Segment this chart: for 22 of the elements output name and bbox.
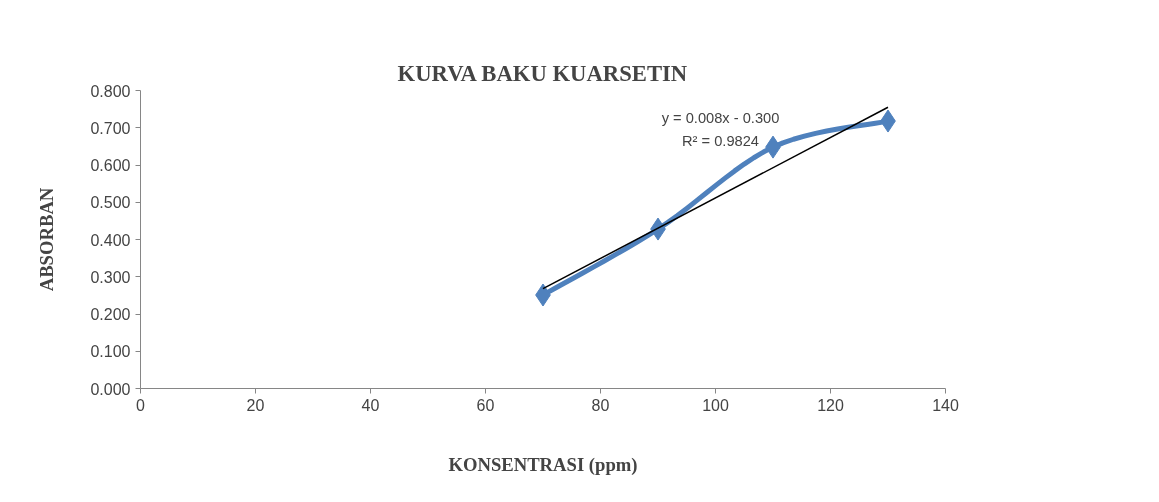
y-axis-title: ABSORBAN [36,187,58,292]
x-tick-label: 0 [136,396,146,414]
x-tick-label: 80 [591,396,610,414]
y-tick-label: 0.300 [90,268,131,286]
y-tick-label: 0.100 [90,343,131,361]
y-tick-label: 0.200 [90,306,131,323]
x-tick-label: 60 [476,396,495,414]
y-tick-label: 0.400 [90,231,131,249]
y-tick-label: 0.000 [90,380,131,398]
annotation: R² = 0.9824 [682,132,759,149]
y-tick-label: 0.600 [90,157,131,174]
chart-title: KURVA BAKU KUARSETIN [397,60,688,86]
y-tick-label: 0.700 [90,119,131,137]
x-tick-label: 20 [246,396,265,414]
y-tick-label: 0.500 [90,194,131,212]
y-tick-label: 0.800 [90,82,131,100]
annotation: y = 0.008x - 0.300 [661,109,780,126]
x-tick-label: 140 [932,396,959,414]
x-tick-label: 40 [361,396,380,414]
x-tick-label: 120 [817,396,844,414]
x-axis-title: KONSENTRASI (ppm) [448,453,638,476]
x-tick-label: 100 [702,396,729,414]
